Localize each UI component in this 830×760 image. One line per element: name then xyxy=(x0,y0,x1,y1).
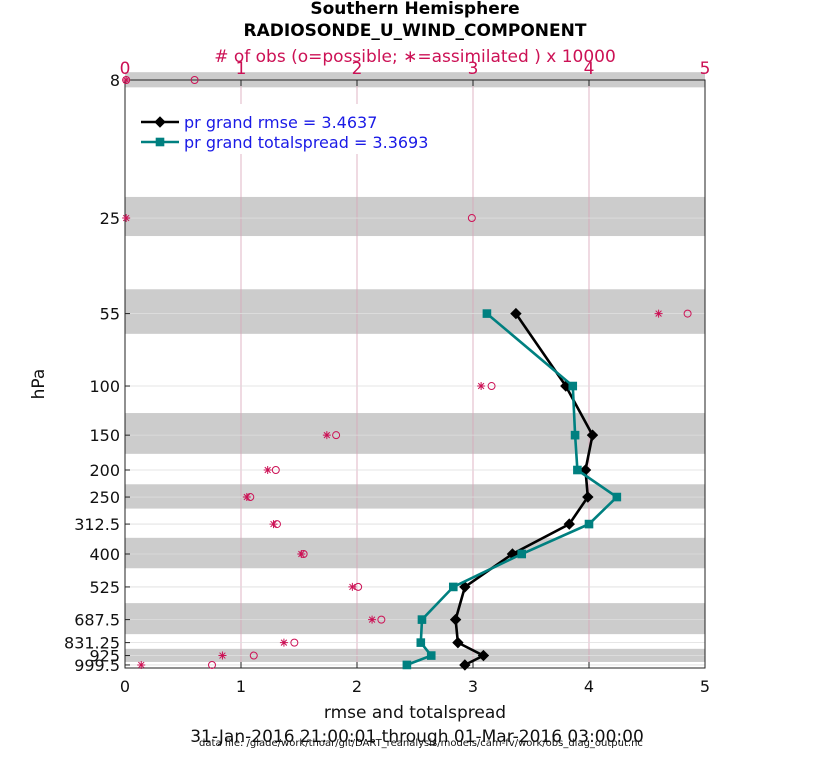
legend-label: pr grand rmse = 3.4637 xyxy=(184,113,377,132)
bottom-tick-label: 3 xyxy=(468,677,478,696)
legend-label: pr grand totalspread = 3.3693 xyxy=(184,133,428,152)
date-range: 31-Jan-2016 21:00:01 through 01-Mar-2016… xyxy=(190,727,644,747)
obs-assimilated-marker xyxy=(122,76,131,84)
bottom-tick-label: 4 xyxy=(584,677,594,696)
y-axis-ticks: 82555100150200250312.5400525687.5831.259… xyxy=(64,71,130,675)
series-marker xyxy=(510,307,522,320)
bottom-tick-label: 0 xyxy=(120,677,130,696)
series-marker xyxy=(416,638,426,647)
y-tick-label: 55 xyxy=(100,305,120,324)
obs-possible-marker xyxy=(249,651,258,660)
top-tick-label: 0 xyxy=(120,59,131,79)
top-tick-label: 5 xyxy=(700,59,711,79)
obs-possible-marker xyxy=(190,76,199,84)
series-marker xyxy=(417,615,427,624)
series-marker xyxy=(586,429,599,441)
chart-subtitle: RADIOSONDE_U_WIND_COMPONENT xyxy=(244,21,587,41)
plot-frame xyxy=(124,79,706,669)
obs-possible-marker xyxy=(271,466,280,475)
series-marker xyxy=(426,651,436,660)
data-file-note: data file: /glade/work/thoar/git/DART_re… xyxy=(199,738,643,749)
y-tick-label: 999.5 xyxy=(74,656,120,675)
obs-assimilated-marker xyxy=(279,638,288,647)
legend-marker xyxy=(155,137,165,147)
shaded-band xyxy=(125,196,705,237)
series-line xyxy=(454,312,594,667)
series-marker xyxy=(612,492,622,502)
series-marker xyxy=(582,491,594,503)
obs-assimilated-marker xyxy=(654,309,663,318)
obs-assimilated-marker xyxy=(263,466,272,475)
series-marker xyxy=(568,381,578,391)
y-tick-label: 525 xyxy=(89,578,120,597)
obs-assimilated-marker xyxy=(218,651,227,660)
y-tick-label: 400 xyxy=(89,545,120,564)
obs-assimilated-marker xyxy=(242,493,251,502)
series-marker xyxy=(517,549,527,559)
chart-title: Southern Hemisphere xyxy=(310,0,519,19)
top-tick-label: 3 xyxy=(468,59,479,79)
bottom-tick-label: 2 xyxy=(352,677,362,696)
gridlines xyxy=(125,79,705,668)
series-marker xyxy=(477,649,490,662)
y-tick-label: 312.5 xyxy=(74,515,120,534)
series-marker xyxy=(449,613,462,626)
obs-possible-marker xyxy=(377,615,386,624)
top-tick-label: 4 xyxy=(584,59,595,79)
obs-assimilated-marker xyxy=(122,214,131,223)
series-marker xyxy=(452,636,464,649)
bottom-tick-label: 1 xyxy=(236,677,246,696)
obs-possible-marker xyxy=(208,660,216,669)
y-tick-label: 150 xyxy=(89,426,120,445)
y-tick-label: 200 xyxy=(89,461,120,480)
legend-marker xyxy=(154,116,166,128)
obs-assimilated-marker xyxy=(269,520,278,529)
y-tick-label: 25 xyxy=(100,209,120,228)
obs-count-markers xyxy=(122,76,692,669)
legend-box xyxy=(133,104,443,154)
obs-assimilated-marker xyxy=(297,549,306,558)
y-tick-label: 925 xyxy=(89,647,120,666)
obs-possible-marker xyxy=(290,638,299,647)
shaded-bands xyxy=(125,72,705,662)
obs-assimilated-marker xyxy=(348,582,357,591)
top-tick-label: 1 xyxy=(236,59,247,79)
series-marker xyxy=(563,518,575,530)
obs-possible-marker xyxy=(467,214,476,223)
obs-assimilated-marker xyxy=(322,431,331,440)
shaded-band xyxy=(125,289,705,334)
bottom-tick-label: 5 xyxy=(700,677,710,696)
obs-possible-marker xyxy=(332,431,341,440)
top-tick-label: 2 xyxy=(352,59,363,79)
y-tick-label: 8 xyxy=(110,71,120,90)
obs-assimilated-marker xyxy=(368,615,377,624)
series-marker xyxy=(459,659,471,671)
series-marker xyxy=(402,660,412,670)
series-marker xyxy=(459,581,471,593)
y-tick-label: 687.5 xyxy=(74,611,120,630)
bottom-axis-ticks: 0 1 2 3 4 5 xyxy=(120,662,710,696)
y-axis-label: hPa xyxy=(29,369,49,400)
top-axis-label: # of obs (o=possible; ∗=assimilated ) x … xyxy=(214,47,616,67)
y-tick-label: 100 xyxy=(89,377,120,396)
obs-assimilated-marker xyxy=(477,382,486,391)
shaded-band xyxy=(125,413,705,454)
x-axis-label: rmse and totalspread xyxy=(324,703,506,723)
obs-possible-marker xyxy=(683,309,692,318)
series-marker xyxy=(570,430,580,440)
series-marker xyxy=(448,582,458,592)
obs-assimilated-marker xyxy=(137,660,146,669)
series-marker xyxy=(482,309,492,318)
series-lines xyxy=(402,307,622,671)
series-marker xyxy=(573,465,582,475)
obs-possible-marker xyxy=(487,382,496,391)
y-tick-label: 250 xyxy=(89,488,120,507)
shaded-band xyxy=(125,537,705,569)
shaded-band xyxy=(125,603,705,635)
series-marker xyxy=(584,519,594,529)
y-tick-label: 831.25 xyxy=(64,634,120,653)
